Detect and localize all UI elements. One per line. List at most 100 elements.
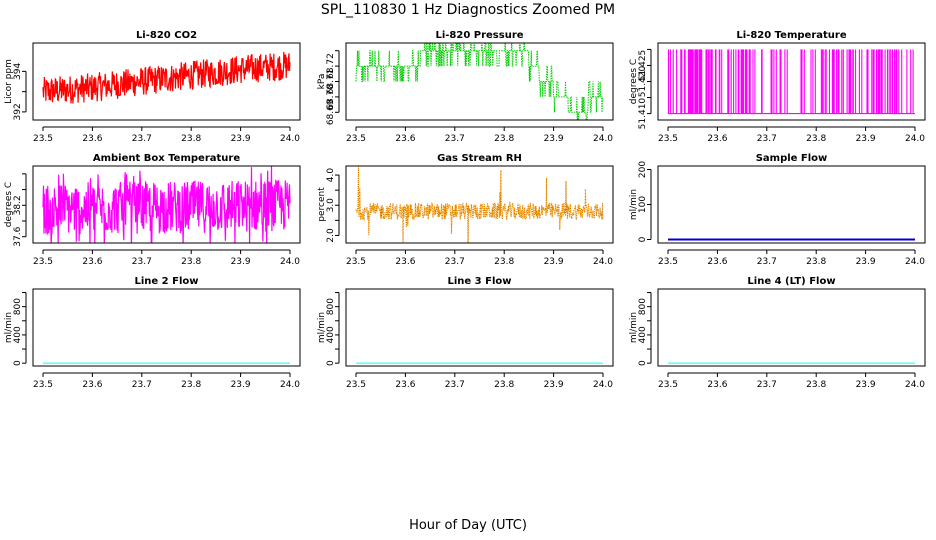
pressure-plot-frame (345, 42, 614, 121)
panel-line2: Line 2 Flow ml/min 23.5 23.6 23.7 23.8 23.9 24.… (4, 276, 301, 390)
pressure-y-tick-label: 68.72 (326, 53, 336, 79)
line3-x-tick-label: 24.0 (593, 380, 613, 390)
temperature-x-tick-label: 23.5 (658, 134, 678, 144)
line4-x-tick-label: 23.5 (658, 380, 678, 390)
rh-x-tick-label: 23.5 (346, 257, 366, 267)
sampleflow-y-tick-label: 100 (638, 196, 648, 213)
sampleflow-x-tick-label: 23.5 (658, 257, 678, 267)
line4-y-tick-label: 400 (638, 326, 648, 343)
rh-y-tick-label: 4.0 (326, 168, 336, 183)
pressure-x-tick-label: 23.8 (494, 134, 514, 144)
line2-x-tick-label: 23.9 (231, 380, 251, 390)
temperature-x-tick-label: 23.9 (856, 134, 876, 144)
line4-x-tick-label: 23.7 (757, 380, 777, 390)
line3-x-tick-label: 23.8 (494, 380, 514, 390)
line2-title: Line 2 Flow (135, 276, 199, 287)
line4-x-tick-label: 23.8 (806, 380, 826, 390)
co2-y-tick-label: 394 (13, 63, 23, 80)
pressure-y-tick-label: 68.69 (326, 99, 336, 125)
rh-x-tick-label: 23.6 (395, 257, 415, 267)
co2-x-tick-label: 23.6 (82, 134, 102, 144)
line4-y-axis-label: ml/min (629, 312, 639, 343)
temperature-y-tick-label: 51.425 (638, 50, 648, 82)
boxtemp-x-tick-label: 23.7 (132, 257, 152, 267)
pressure-y-axis-label: kPa (317, 74, 327, 90)
panel-temperature: Li-820 Temperature degrees C 23.5 23.6 23.7 2… (629, 30, 926, 144)
co2-plot-frame (32, 42, 301, 121)
line2-y-tick-label: 400 (13, 326, 23, 343)
line2-x-tick-label: 23.7 (132, 380, 152, 390)
boxtemp-y-tick-label: 37.6 (13, 226, 23, 246)
line3-x-tick-label: 23.6 (395, 380, 415, 390)
line2-x-tick-label: 23.6 (82, 380, 102, 390)
boxtemp-x-tick-label: 23.8 (181, 257, 201, 267)
sampleflow-plot-frame (657, 165, 926, 244)
co2-y-axis-label: Licor ppm (4, 59, 14, 104)
temperature-y-tick-label: 51.420 (638, 65, 648, 97)
panel-sampleflow: Sample Flow ml/min 23.5 23.6 23.7 23.8 23.9 24.… (629, 153, 926, 267)
pressure-series-line (355, 43, 603, 120)
rh-x-tick-label: 23.8 (494, 257, 514, 267)
pressure-x-tick-label: 23.9 (544, 134, 564, 144)
boxtemp-x-tick-label: 24.0 (280, 257, 300, 267)
line4-x-tick-label: 23.9 (856, 380, 876, 390)
pressure-x-tick-label: 23.6 (395, 134, 415, 144)
rh-title: Gas Stream RH (437, 153, 522, 164)
boxtemp-title: Ambient Box Temperature (93, 153, 240, 164)
rh-x-tick-label: 23.7 (445, 257, 465, 267)
temperature-x-tick-label: 24.0 (905, 134, 925, 144)
sampleflow-x-tick-label: 23.8 (806, 257, 826, 267)
figure-x-axis-label: Hour of Day (UTC) (409, 518, 527, 533)
line3-y-tick-label: 400 (326, 326, 336, 343)
line3-y-tick-label: 0 (326, 360, 336, 366)
co2-x-tick-label: 24.0 (280, 134, 300, 144)
rh-y-axis-label: percent (317, 187, 327, 222)
temperature-series-line (667, 49, 915, 115)
line4-y-tick-label: 800 (638, 298, 648, 315)
temperature-data (667, 49, 915, 115)
line2-y-axis-label: ml/min (4, 312, 14, 343)
temperature-x-tick-label: 23.8 (806, 134, 826, 144)
co2-x-tick-label: 23.5 (33, 134, 53, 144)
pressure-y-tick-label: 68.70 (326, 84, 336, 110)
line4-x-tick-label: 23.6 (707, 380, 727, 390)
boxtemp-series-line (42, 166, 291, 243)
line4-title: Line 4 (LT) Flow (747, 276, 835, 287)
line3-y-tick-label: 800 (326, 298, 336, 315)
temperature-y-axis-label: degrees C (629, 59, 639, 104)
line2-x-tick-label: 23.5 (33, 380, 53, 390)
boxtemp-x-tick-label: 23.5 (33, 257, 53, 267)
boxtemp-plot-frame (32, 165, 301, 244)
panel-line4: Line 4 (LT) Flow ml/min 23.5 23.6 23.7 23.8 23… (629, 276, 926, 390)
pressure-title: Li-820 Pressure (435, 30, 523, 41)
rh-series-line (355, 166, 604, 243)
pressure-x-tick-label: 23.5 (346, 134, 366, 144)
rh-x-tick-label: 24.0 (593, 257, 613, 267)
co2-x-tick-label: 23.8 (181, 134, 201, 144)
rh-y-tick-label: 3.0 (326, 198, 336, 213)
line2-y-tick-label: 800 (13, 298, 23, 315)
line4-plot-frame (657, 288, 926, 367)
panel-pressure: Li-820 Pressure kPa 23.5 23.6 23.7 23.8 23.9 24… (317, 30, 614, 144)
panel-co2: Li-820 CO2 Licor ppm 23.5 23.6 23.7 23.8 23.9 2… (4, 30, 301, 144)
temperature-y-tick-label: 51.410 (638, 98, 648, 130)
boxtemp-x-tick-label: 23.6 (82, 257, 102, 267)
pressure-x-tick-label: 24.0 (593, 134, 613, 144)
temperature-title: Li-820 Temperature (736, 30, 846, 41)
line2-y-tick-label: 0 (13, 360, 23, 366)
line4-y-tick-label: 0 (638, 360, 648, 366)
line2-plot-frame (32, 288, 301, 367)
line3-x-tick-label: 23.9 (544, 380, 564, 390)
co2-title: Li-820 CO2 (136, 30, 197, 41)
pressure-data (355, 43, 603, 120)
sampleflow-y-tick-label: 200 (638, 161, 648, 178)
line3-x-tick-label: 23.5 (346, 380, 366, 390)
figure-title: SPL_110830 1 Hz Diagnostics Zoomed PM (320, 2, 616, 18)
panel-boxtemp: Ambient Box Temperature degrees C 23.5 23.6… (4, 153, 301, 267)
panel-line3: Line 3 Flow ml/min 23.5 23.6 23.7 23.8 23.9 24.… (317, 276, 614, 390)
co2-data (42, 51, 291, 104)
sampleflow-x-tick-label: 23.6 (707, 257, 727, 267)
rh-plot-frame (345, 165, 614, 244)
rh-x-tick-label: 23.9 (544, 257, 564, 267)
